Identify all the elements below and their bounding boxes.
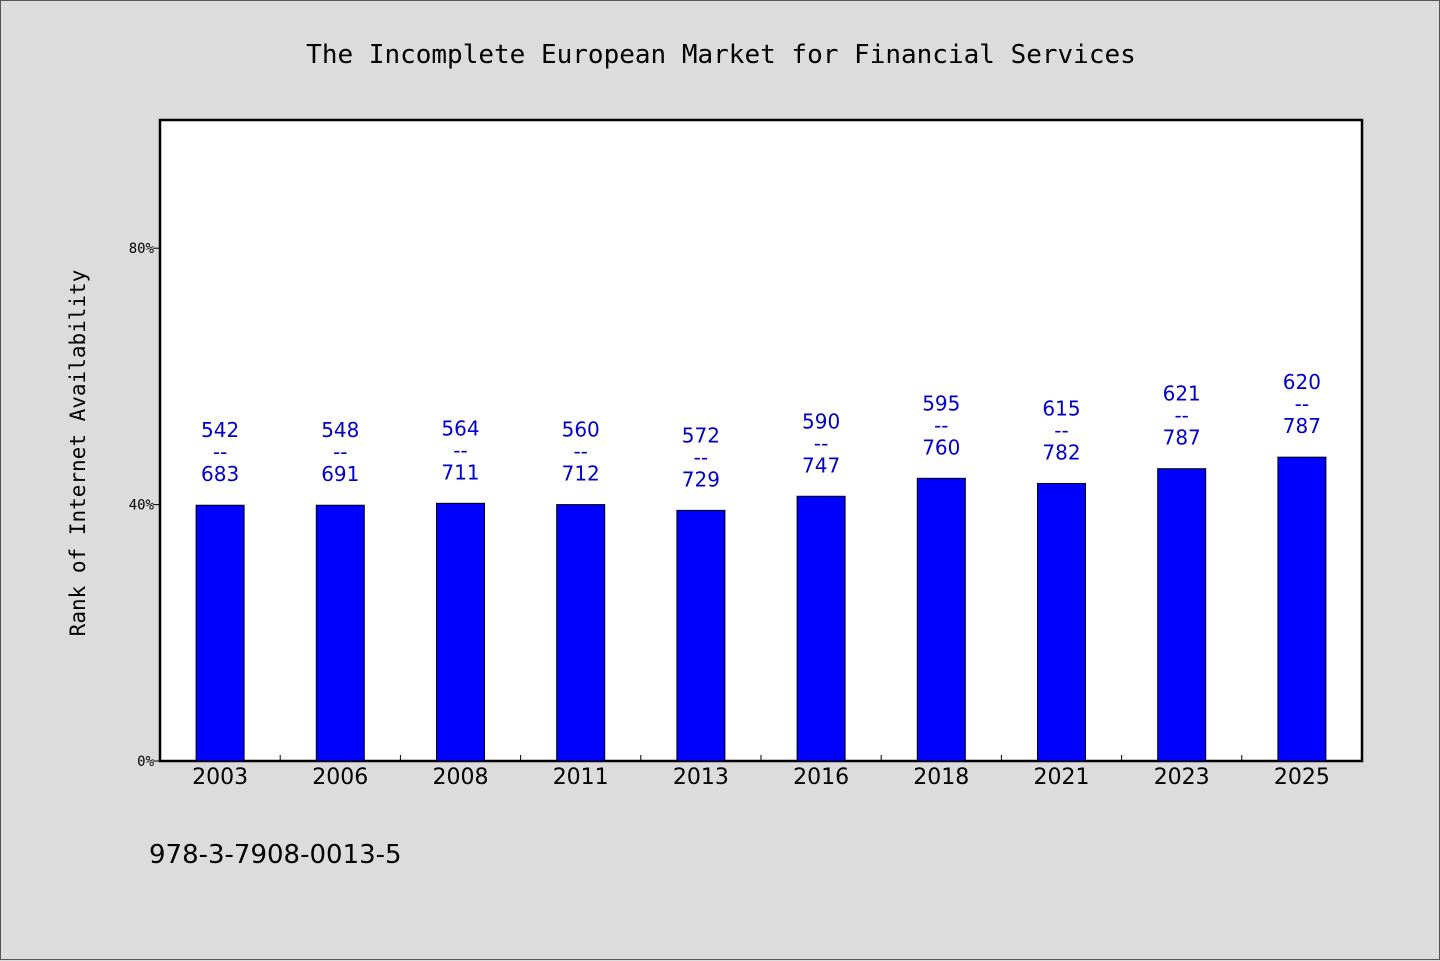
data-label-separator: --	[333, 440, 347, 464]
data-label-top: 572	[682, 423, 720, 447]
data-label-bottom: 729	[682, 467, 720, 491]
x-tick-label: 2006	[312, 765, 368, 790]
data-label-separator: --	[1054, 418, 1068, 442]
x-tick-label: 2016	[793, 765, 849, 790]
y-tick-label: 0%	[137, 754, 154, 770]
data-label-top: 548	[321, 418, 359, 442]
y-axis-label: Rank of Internet Availability	[66, 270, 90, 637]
data-label-bottom: 712	[562, 462, 600, 486]
x-axis-ticks: 2003 2006 2008 2011 2013 2016 2018 2021 2023 2025	[192, 755, 1330, 790]
bar-2011	[556, 504, 606, 762]
x-tick-label: 2021	[1034, 765, 1090, 790]
data-label-bottom: 760	[922, 435, 960, 459]
x-tick-label: 2003	[192, 765, 248, 790]
data-label-top: 595	[922, 391, 960, 415]
data-label-bottom: 691	[321, 462, 359, 486]
x-tick-label: 2025	[1274, 765, 1330, 790]
data-label-top: 620	[1283, 370, 1321, 394]
y-tick-label: 40%	[129, 498, 155, 514]
bar-2025	[1277, 456, 1327, 762]
bar-2018	[916, 477, 966, 762]
bar-2008	[436, 502, 485, 762]
chart-title: The Incomplete European Market for Finan…	[306, 40, 1136, 70]
data-label-bottom: 787	[1163, 426, 1201, 450]
isbn-text: 978-3-7908-0013-5	[149, 840, 402, 870]
x-tick-label: 2013	[673, 765, 729, 790]
data-label-bottom: 787	[1283, 414, 1321, 438]
x-tick-label: 2008	[433, 765, 489, 790]
y-tick-label: 80%	[129, 241, 155, 257]
data-label-separator: --	[814, 431, 828, 455]
data-label-top: 564	[441, 416, 479, 440]
bar-2006	[315, 504, 365, 762]
data-label-top: 590	[802, 409, 840, 433]
bar-2016	[796, 495, 846, 762]
bar-2013	[676, 509, 726, 762]
data-label-top: 560	[562, 418, 600, 442]
data-label-top: 615	[1042, 396, 1080, 420]
data-label-top: 621	[1163, 382, 1201, 406]
data-label-bottom: 782	[1042, 440, 1080, 464]
data-label-bottom: 747	[802, 453, 840, 477]
x-tick-label: 2023	[1154, 765, 1210, 790]
x-tick-label: 2018	[913, 765, 969, 790]
data-label-separator: --	[1174, 404, 1188, 428]
bars	[195, 456, 1327, 762]
data-label-separator: --	[694, 445, 708, 469]
y-axis-ticks: 0% 40% 80%	[129, 241, 160, 770]
data-label-top: 542	[201, 418, 239, 442]
data-label-separator: --	[1295, 392, 1309, 416]
bar-2021	[1037, 482, 1086, 762]
data-label-separator: --	[453, 438, 467, 462]
bar-2023	[1157, 468, 1207, 762]
data-label-separator: --	[934, 413, 948, 437]
x-tick-label: 2011	[553, 765, 609, 790]
data-label-separator: --	[573, 440, 587, 464]
data-label-separator: --	[213, 440, 227, 464]
data-label-bottom: 711	[441, 460, 479, 484]
data-label-bottom: 683	[201, 462, 239, 486]
data-labels: 542--683548--691564--711560--712572--729…	[201, 370, 1321, 491]
bar-2003	[195, 504, 245, 762]
